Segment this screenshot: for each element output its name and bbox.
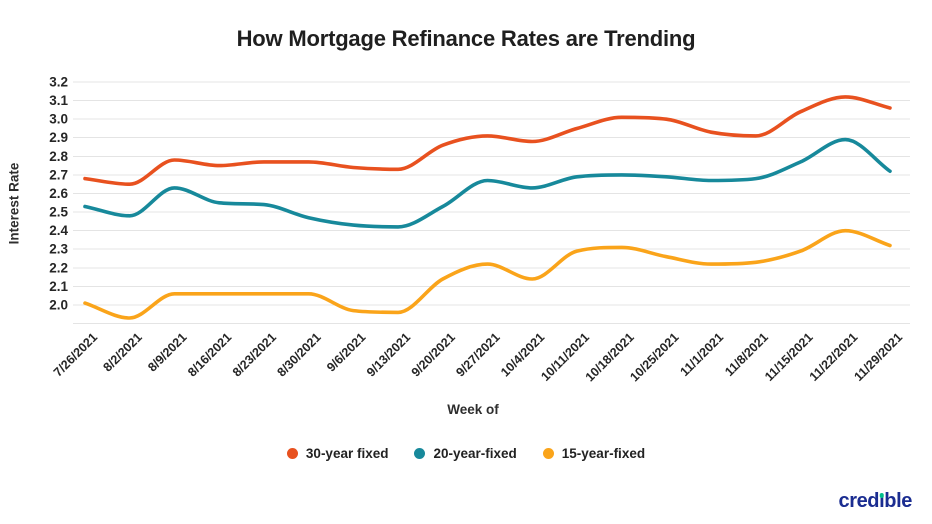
refinance-rates-chart: 2.0 2.1 2.2 2.3 2.4 2.5 2.6 2.7 2.8 2.9 3.0 3.1 3.2 7… — [49, 75, 910, 384]
y-tick-label: 2.8 — [49, 149, 68, 164]
legend-item-20-year-fixed: 20-year-fixed — [414, 446, 517, 461]
x-axis-title: Week of — [447, 402, 499, 417]
legend-dot — [414, 448, 426, 459]
x-tick-label: 8/23/2021 — [230, 330, 279, 379]
logo-i-dot — [879, 493, 884, 498]
x-tick-label: 8/2/2021 — [101, 330, 145, 374]
y-axis-title: Interest Rate — [6, 162, 22, 245]
logo-text-pre: cred — [838, 490, 880, 512]
x-tick-label: 11/1/2021 — [677, 330, 726, 379]
legend-item-30-year-fixed: 30-year fixed — [286, 446, 389, 461]
x-tick-label: 11/29/2021 — [851, 330, 905, 384]
legend-label: 30-year fixed — [305, 446, 389, 461]
x-tick-label: 10/25/2021 — [627, 330, 681, 384]
series-line-20-year-fixed — [83, 137, 892, 229]
x-tick-label: 9/27/2021 — [453, 330, 502, 379]
x-tick-label: 8/9/2021 — [145, 330, 189, 374]
y-tick-label: 2.3 — [49, 242, 68, 257]
y-tick-label: 3.2 — [49, 75, 68, 90]
x-tick-label: 8/30/2021 — [275, 330, 324, 379]
y-tick-label: 2.0 — [49, 298, 68, 313]
chart-legend: 30-year fixed 20-year-fixed 15-year-fixed — [0, 446, 932, 461]
y-tick-label: 3.1 — [49, 93, 68, 108]
chart-title: How Mortgage Refinance Rates are Trendin… — [236, 26, 696, 51]
y-tick-label: 2.7 — [49, 167, 68, 182]
legend-dot — [286, 448, 298, 459]
y-tick-label: 2.6 — [49, 186, 68, 201]
x-tick-label: 8/16/2021 — [185, 330, 234, 379]
y-tick-label: 2.9 — [49, 130, 68, 145]
x-tick-label: 9/6/2021 — [324, 330, 368, 374]
legend-label: 15-year-fixed — [561, 446, 646, 461]
y-tick-label: 2.1 — [49, 279, 68, 294]
logo-text-post: ble — [884, 490, 912, 512]
legend-item-15-year-fixed: 15-year-fixed — [542, 446, 646, 461]
x-tick-label: 9/20/2021 — [409, 330, 458, 379]
x-tick-label: 7/26/2021 — [51, 330, 100, 379]
y-tick-label: 2.5 — [49, 205, 68, 220]
credible-logo: credı ble — [838, 490, 912, 513]
y-tick-label: 3.0 — [49, 112, 68, 127]
y-tick-label: 2.2 — [49, 260, 68, 275]
x-tick-label: 9/13/2021 — [364, 330, 413, 379]
logo-letter-i: ı — [879, 490, 885, 512]
legend-dot — [542, 448, 554, 459]
legend-label: 20-year-fixed — [433, 446, 517, 461]
y-tick-label: 2.4 — [49, 223, 68, 238]
series-line-15-year-fixed — [83, 228, 892, 320]
series-line-30-year-fixed — [83, 95, 892, 186]
